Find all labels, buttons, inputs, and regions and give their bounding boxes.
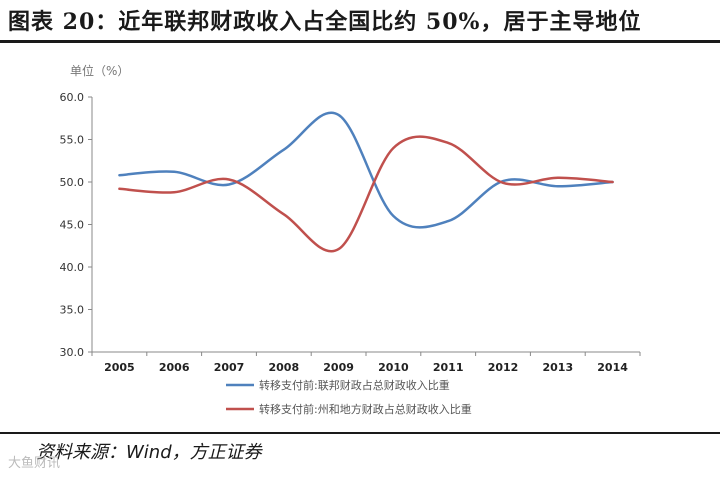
y-tick-label: 60.0 bbox=[60, 91, 85, 104]
chart-axes bbox=[88, 96, 641, 356]
source-note: 资料来源：Wind，方正证券 bbox=[36, 442, 262, 463]
series-line-1 bbox=[118, 111, 614, 229]
legend-label-2: 转移支付前:州和地方财政占总财政收入比重 bbox=[259, 402, 472, 416]
x-tick-label: 2006 bbox=[159, 361, 190, 374]
tick-labels: 30.0 35.0 40.0 45.0 50.0 55.0 60.0 单位（%） 2005 200… bbox=[60, 63, 629, 374]
y-tick-label: 30.0 bbox=[60, 346, 85, 359]
series-lines bbox=[118, 111, 614, 253]
x-tick-label: 2009 bbox=[323, 361, 354, 374]
x-tick-label: 2007 bbox=[214, 361, 245, 374]
chart-title: 图表 20：近年联邦财政收入占全国比约 50%，居于主导地位 bbox=[8, 9, 642, 35]
y-tick-label: 50.0 bbox=[60, 176, 85, 189]
x-tick-label: 2011 bbox=[433, 361, 464, 374]
x-tick-label: 2010 bbox=[378, 361, 409, 374]
y-tick-label: 35.0 bbox=[60, 304, 85, 317]
x-tick-label: 2013 bbox=[542, 361, 573, 374]
watermark-text: 大鱼财讯 bbox=[8, 456, 61, 471]
x-tick-label: 2012 bbox=[488, 361, 519, 374]
y-axis-unit-label: 单位（%） bbox=[70, 63, 129, 78]
x-tick-label: 2014 bbox=[597, 361, 628, 374]
source-divider bbox=[0, 432, 720, 434]
line-chart: 30.0 35.0 40.0 45.0 50.0 55.0 60.0 单位（%） 2005 200… bbox=[60, 63, 641, 416]
y-tick-label: 45.0 bbox=[60, 219, 85, 232]
x-tick-label: 2005 bbox=[104, 361, 135, 374]
series-line-2 bbox=[118, 135, 614, 253]
legend-label-1: 转移支付前:联邦财政占总财政收入比重 bbox=[259, 378, 450, 392]
title-divider bbox=[0, 40, 720, 43]
y-tick-label: 40.0 bbox=[60, 261, 85, 274]
x-tick-label: 2008 bbox=[268, 361, 299, 374]
y-tick-label: 55.0 bbox=[60, 134, 85, 147]
